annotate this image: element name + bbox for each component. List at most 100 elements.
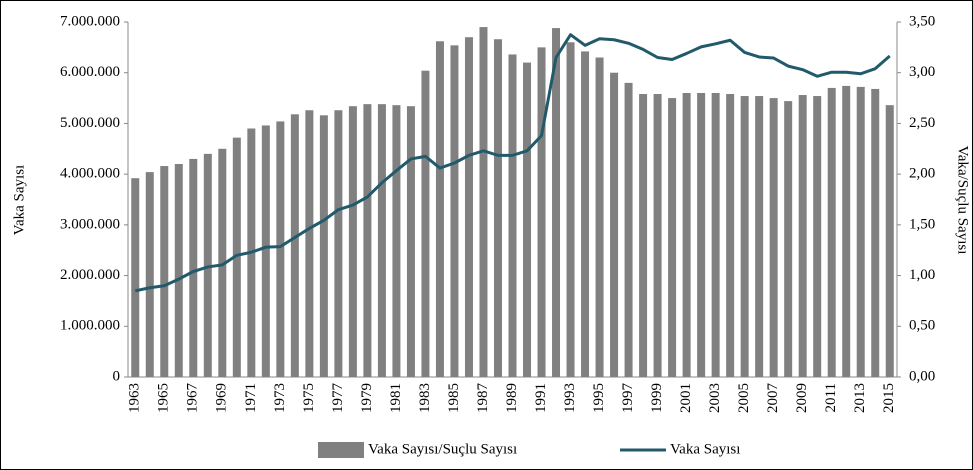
y-tick-label: 4.000.000 — [60, 166, 120, 182]
y-tick-label: 7.000.000 — [60, 13, 120, 29]
bar — [552, 28, 561, 377]
x-tick-label: 2011 — [823, 383, 839, 412]
x-tick-label: 1997 — [620, 383, 636, 414]
bar — [740, 96, 749, 378]
bar — [856, 86, 865, 378]
x-tick-label: 1973 — [272, 383, 288, 413]
x-tick-label: 1993 — [562, 383, 578, 413]
bar — [885, 105, 894, 378]
y2-tick-label: 3,50 — [909, 13, 935, 29]
bar — [769, 98, 778, 378]
bar — [784, 101, 793, 377]
bar — [435, 41, 444, 378]
x-tick-label: 2009 — [794, 383, 810, 413]
bar — [639, 94, 648, 377]
x-tick-label: 2013 — [852, 383, 868, 413]
bar — [653, 94, 662, 377]
bar — [682, 93, 691, 377]
x-tick-label: 2003 — [707, 383, 723, 413]
x-tick-label: 2005 — [736, 383, 752, 413]
bar — [131, 178, 140, 377]
y2-tick-label: 2,00 — [909, 166, 935, 182]
x-tick-label: 1967 — [185, 383, 201, 414]
y2-tick-label: 0,50 — [909, 318, 935, 334]
bar — [145, 172, 154, 377]
bar — [523, 62, 532, 377]
y2-tick-label: 2,50 — [909, 115, 935, 131]
y2-tick-label: 1,00 — [909, 267, 935, 283]
bar — [421, 70, 430, 377]
x-tick-label: 1971 — [243, 383, 259, 413]
x-tick-label: 1987 — [475, 383, 491, 414]
bar — [581, 51, 590, 378]
bar — [392, 105, 401, 378]
bar — [450, 45, 459, 377]
y-axis-title: Vaka Sayısı — [11, 165, 27, 235]
bar — [174, 164, 183, 377]
y2-tick-label: 0,00 — [909, 368, 935, 384]
bar — [493, 39, 502, 377]
bar — [276, 121, 285, 378]
x-tick-label: 1979 — [359, 383, 375, 413]
bar — [508, 54, 517, 377]
legend-swatch — [318, 442, 364, 458]
y-tick-label: 2.000.000 — [60, 267, 120, 283]
bar — [813, 96, 822, 378]
y-tick-label: 6.000.000 — [60, 64, 120, 80]
bar — [668, 98, 677, 378]
bar — [537, 47, 546, 377]
y-tick-label: 3.000.000 — [60, 216, 120, 232]
bar — [261, 125, 270, 377]
bar — [218, 148, 227, 377]
bar — [290, 114, 299, 378]
bar — [871, 88, 880, 377]
y-tick-label: 0 — [113, 368, 121, 384]
x-tick-label: 1969 — [214, 383, 230, 413]
x-tick-label: 1985 — [446, 383, 462, 413]
bar — [711, 93, 720, 377]
y-tick-label: 1.000.000 — [60, 318, 120, 334]
bar — [827, 87, 836, 377]
x-tick-label: 1989 — [504, 383, 520, 413]
bar — [377, 104, 386, 378]
bar — [595, 57, 604, 377]
bar — [160, 166, 169, 377]
bar — [203, 153, 212, 377]
legend-label: Vaka Sayısı — [670, 441, 740, 457]
y-tick-label: 5.000.000 — [60, 115, 120, 131]
y2-tick-label: 3,00 — [909, 64, 935, 80]
x-tick-label: 1977 — [330, 383, 346, 414]
x-tick-label: 2007 — [765, 383, 781, 414]
x-tick-label: 2015 — [881, 383, 897, 413]
x-tick-label: 2001 — [678, 383, 694, 413]
x-tick-label: 1963 — [127, 383, 143, 413]
bar — [566, 42, 575, 378]
x-tick-label: 1999 — [649, 383, 665, 413]
bar — [232, 137, 241, 377]
bar — [798, 95, 807, 378]
x-tick-label: 1983 — [417, 383, 433, 413]
x-tick-label: 1995 — [591, 383, 607, 413]
bar — [319, 115, 328, 378]
bar — [305, 110, 314, 377]
bar — [406, 106, 415, 377]
bar — [624, 82, 633, 377]
x-tick-label: 1975 — [301, 383, 317, 413]
bar — [842, 85, 851, 378]
legend-label: Vaka Sayısı/Suçlu Sayısı — [368, 441, 517, 457]
bar — [348, 106, 357, 377]
bar — [464, 37, 473, 377]
x-tick-label: 1981 — [388, 383, 404, 413]
bar — [726, 94, 735, 377]
line — [134, 33, 891, 293]
bar — [479, 27, 488, 377]
bar — [189, 158, 198, 377]
y2-tick-label: 1,50 — [909, 216, 935, 232]
x-tick-label: 1965 — [156, 383, 172, 413]
x-tick-label: 1991 — [533, 383, 549, 413]
bar — [755, 96, 764, 378]
bar — [697, 93, 706, 377]
bar — [610, 72, 619, 377]
bar — [363, 104, 372, 378]
